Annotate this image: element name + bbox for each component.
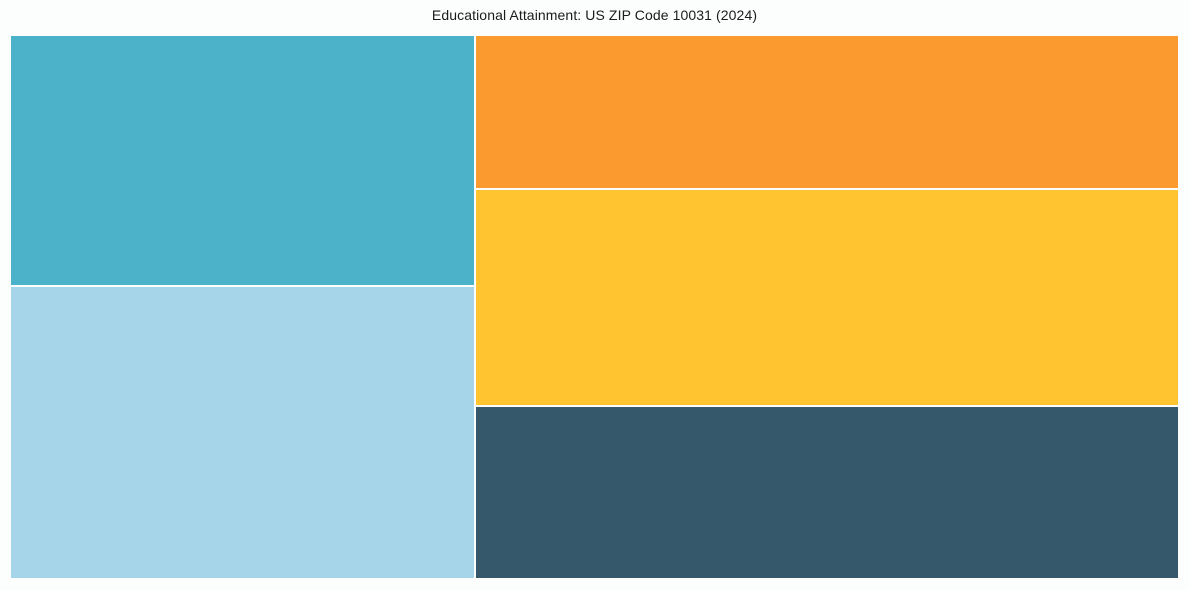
chart-title: Educational Attainment: US ZIP Code 1003… (431, 7, 758, 23)
treemap-tile-value: 18.4% (11, 51, 474, 65)
treemap-tile-label: High school graduate or equivalent (11, 287, 474, 302)
treemap-tile-value: 17.0% (476, 51, 1178, 65)
treemap-tile-value: 19.1% (476, 422, 1178, 436)
treemap-tile[interactable]: High school graduate or equivalent 21.5% (11, 287, 474, 578)
treemap-tile[interactable]: Bachelor's degree 18.4% (11, 36, 474, 285)
treemap-tile-label: Some college or associate's degree (476, 407, 1178, 422)
treemap-plot-area: Bachelor's degree 18.4% High school grad… (11, 36, 1178, 578)
treemap-tile-label: Bachelor's degree (11, 36, 474, 51)
treemap-tile[interactable]: Graduate or professional degree 17.0% (476, 36, 1178, 188)
treemap-tile-value: 24.0% (476, 205, 1178, 219)
treemap-tile-label: Graduate or professional degree (476, 36, 1178, 51)
treemap-tile-label: Less than high school diploma (476, 190, 1178, 205)
treemap-tile-value: 21.5% (11, 302, 474, 316)
treemap-tile[interactable]: Some college or associate's degree 19.1% (476, 407, 1178, 578)
treemap-tile[interactable]: Less than high school diploma 24.0% (476, 190, 1178, 405)
